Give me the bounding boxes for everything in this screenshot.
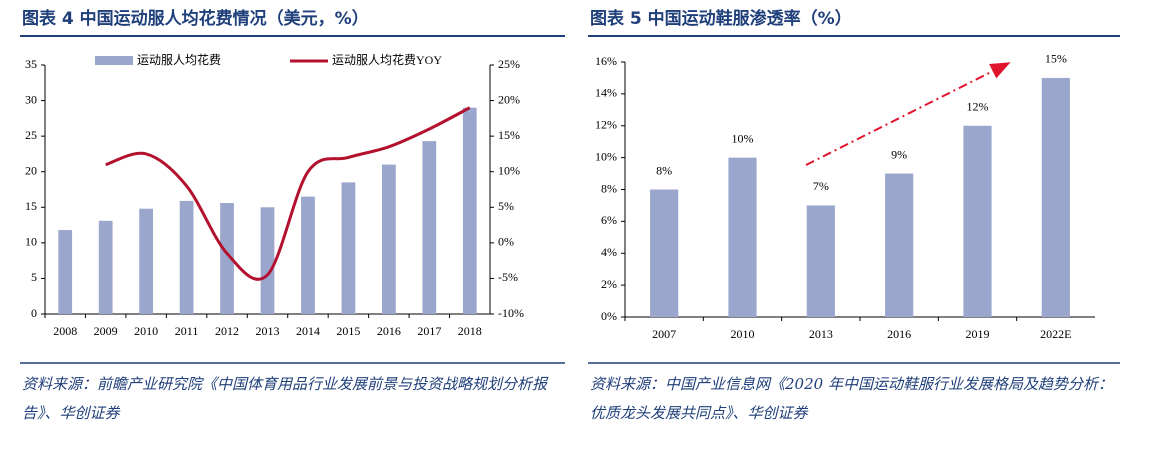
- x-tick-label: 2019: [966, 327, 990, 341]
- bar: [806, 205, 835, 317]
- data-label: 10%: [732, 131, 754, 145]
- legend-label: 运动服人均花费YOY: [332, 52, 442, 67]
- x-tick-label: 2013: [809, 327, 833, 341]
- y-tick-label: 0: [31, 306, 37, 320]
- y-tick-label: 25: [25, 128, 37, 142]
- y-tick-label: 10: [25, 235, 37, 249]
- line: [105, 106, 471, 281]
- y2-tick-label: 15%: [498, 128, 520, 142]
- x-tick-label: 2015: [336, 324, 360, 338]
- y2-tick-label: 20%: [498, 92, 520, 106]
- y-tick-label: 20: [25, 163, 37, 177]
- y-tick-label: 35: [25, 57, 37, 71]
- y-tick-label: 0%: [601, 309, 617, 323]
- x-tick-label: 2011: [175, 324, 199, 338]
- bar: [139, 208, 154, 314]
- y2-tick-label: 25%: [498, 57, 520, 71]
- source-note: 资料来源：中国产业信息网《2020 年中国运动鞋服行业发展格局及趋势分析：优质龙…: [590, 375, 1113, 422]
- data-label: 15%: [1045, 52, 1067, 66]
- bar: [220, 203, 234, 314]
- y-tick-label: 2%: [601, 277, 617, 291]
- y2-tick-label: -10%: [498, 306, 524, 320]
- bar: [422, 141, 437, 314]
- x-tick-label: 2012: [215, 324, 239, 338]
- bar: [963, 125, 992, 317]
- y-tick-label: 15: [25, 199, 37, 213]
- x-tick-label: 2016: [887, 327, 911, 341]
- y2-tick-label: 10%: [498, 163, 520, 177]
- data-label: 9%: [891, 147, 907, 161]
- x-tick-label: 2017: [417, 324, 441, 338]
- y-tick-label: 8%: [601, 181, 617, 195]
- y-tick-label: 5: [31, 270, 37, 284]
- bar: [179, 200, 194, 314]
- y-tick-label: 14%: [595, 86, 617, 100]
- x-tick-label: 2007: [652, 327, 676, 341]
- y-tick-label: 10%: [595, 149, 617, 163]
- bar: [650, 189, 679, 317]
- x-tick-label: 2014: [296, 324, 320, 338]
- y2-tick-label: -5%: [498, 270, 518, 284]
- data-label: 7%: [813, 179, 829, 193]
- bar: [301, 196, 315, 314]
- bar: [58, 230, 73, 314]
- bar: [1041, 77, 1070, 317]
- chart-title: 图表 5 中国运动鞋服渗透率（%）: [590, 8, 852, 29]
- y-tick-label: 4%: [601, 245, 617, 259]
- y2-tick-label: 5%: [498, 199, 514, 213]
- y-tick-label: 6%: [601, 213, 617, 227]
- data-label: 8%: [656, 163, 672, 177]
- x-tick-label: 2013: [256, 324, 280, 338]
- x-tick-label: 2009: [94, 324, 118, 338]
- source-note: 资料来源：前瞻产业研究院《中国体育用品行业发展前景与投资战略规划分析报告》、华创…: [22, 375, 548, 422]
- x-tick-label: 2022E: [1040, 327, 1071, 341]
- legend-swatch: [95, 56, 133, 65]
- x-tick-label: 2010: [731, 327, 755, 341]
- x-tick-label: 2008: [53, 324, 77, 338]
- bar: [462, 107, 477, 314]
- bar: [260, 207, 275, 314]
- x-tick-label: 2016: [377, 324, 401, 338]
- bar: [98, 220, 113, 314]
- y-tick-label: 12%: [595, 118, 617, 132]
- bar: [341, 182, 356, 314]
- x-tick-label: 2010: [134, 324, 158, 338]
- legend-label: 运动服人均花费: [137, 52, 221, 67]
- chart-title: 图表 4 中国运动服人均花费情况（美元，%）: [22, 8, 369, 29]
- y-tick-label: 16%: [595, 54, 617, 68]
- bar: [885, 173, 914, 317]
- bar: [381, 164, 396, 314]
- bar: [728, 157, 757, 317]
- y2-tick-label: 0%: [498, 235, 514, 249]
- y-tick-label: 30: [25, 92, 37, 106]
- x-tick-label: 2018: [458, 324, 482, 338]
- data-label: 12%: [967, 100, 989, 114]
